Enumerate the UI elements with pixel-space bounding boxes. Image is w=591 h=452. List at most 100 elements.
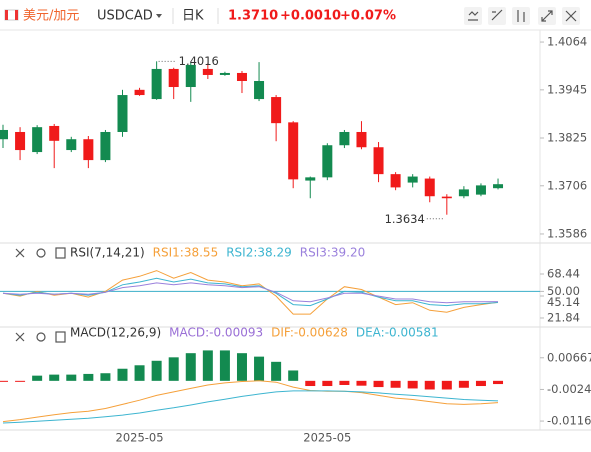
annotation: 1.4016 [179, 54, 219, 68]
histogram-bar [151, 360, 162, 381]
y-tick-label: 1.4064 [547, 35, 587, 49]
y-tick-label: -0.01164 [547, 414, 591, 428]
price: 1.3710 [228, 9, 278, 24]
indicator-line [2, 270, 499, 315]
candle-body [100, 131, 111, 161]
indicator-line [2, 380, 499, 423]
close-icon[interactable] [15, 248, 25, 258]
candle-body [458, 189, 469, 197]
candle-body [15, 131, 26, 151]
histogram-bar [117, 368, 128, 381]
candle-body [236, 72, 247, 81]
histogram-bar [15, 380, 26, 382]
candle-body [117, 95, 128, 132]
pair-name[interactable]: 美元/加元 [23, 9, 79, 24]
candle-body [134, 89, 145, 96]
indicator-line [2, 277, 499, 307]
histogram-bar [49, 374, 60, 381]
histogram-bar [424, 380, 435, 390]
y-tick-label: 50.00 [547, 284, 580, 298]
histogram-bar [356, 380, 367, 386]
candle-body [151, 68, 162, 100]
fullscreen-icon [541, 10, 553, 22]
legend-entry: RSI2:38.29 [226, 246, 292, 260]
candle-body [185, 64, 196, 88]
close-icon [565, 10, 577, 22]
y-tick-label: 45.14 [547, 295, 580, 309]
histogram-bar [305, 380, 316, 387]
settings-icon[interactable] [36, 248, 46, 258]
x-tick-label: 2025-05 [116, 431, 164, 445]
y-tick-label: 21.84 [547, 310, 580, 324]
y-tick-label: 0.00667 [547, 350, 591, 364]
params-icon[interactable] [55, 331, 66, 343]
settings-icon[interactable] [36, 332, 46, 342]
candle-body [356, 131, 367, 148]
histogram-bar [168, 357, 179, 381]
toolbar [464, 7, 580, 25]
y-tick-label: 1.3825 [547, 131, 587, 145]
change-percent: +0.07% [340, 9, 396, 24]
candle-body [219, 72, 230, 75]
indicator-icon [468, 11, 479, 21]
candle-body [288, 122, 299, 180]
histogram-bar [271, 361, 282, 381]
histogram-bar [441, 380, 452, 390]
candle-body [339, 131, 350, 146]
header: 美元/加元 USDCAD 日K 1.3710 +0.0010 +0.07% [4, 7, 580, 25]
y-tick-label: 1.3586 [547, 226, 587, 240]
dropdown-icon[interactable] [156, 14, 162, 18]
draw-button[interactable] [488, 7, 506, 25]
candle-button[interactable] [512, 7, 530, 25]
candle-body [66, 139, 77, 151]
candle-body [168, 68, 179, 88]
candle-body [271, 97, 282, 124]
histogram-bar [134, 365, 145, 381]
params-icon[interactable] [55, 247, 66, 259]
x-tick-label: 2025-05 [303, 431, 351, 445]
draw-icon [491, 9, 503, 21]
histogram-bar [202, 350, 213, 381]
indicator-button[interactable] [464, 7, 482, 25]
histogram-bar [339, 380, 350, 385]
histogram-bar [219, 350, 230, 381]
histogram-bar [100, 373, 111, 381]
candle-body [322, 145, 333, 178]
close-icon[interactable] [15, 332, 25, 342]
candle-body [424, 178, 435, 197]
candle-body [305, 177, 316, 181]
flag-icon [15, 10, 18, 20]
symbol[interactable]: USDCAD [97, 9, 153, 24]
histogram-bar [32, 375, 43, 381]
histogram-bar [66, 374, 77, 381]
histogram-bar [0, 380, 8, 382]
histogram-bar [493, 380, 504, 385]
histogram-bar [236, 353, 247, 381]
candle-body [441, 196, 452, 199]
period[interactable]: 日K [182, 9, 204, 24]
y-tick-label: 68.44 [547, 267, 580, 281]
indicator-title: RSI(7,14,21) [70, 246, 145, 260]
histogram-bar [322, 380, 333, 387]
macd-controls [15, 331, 66, 343]
y-tick-label: 1.3945 [547, 82, 587, 96]
indicator-line [2, 282, 499, 304]
y-tick-label: 1.3706 [547, 178, 587, 192]
candle-body [202, 68, 213, 75]
y-tick-label: -0.00249 [547, 382, 591, 396]
histogram-bar [458, 380, 469, 388]
legend-entry: RSI1:38.55 [153, 246, 219, 260]
candle-body [475, 185, 486, 195]
candle-body [49, 125, 60, 141]
histogram-bar [288, 370, 299, 381]
flag-icon [5, 10, 8, 20]
histogram-bar [254, 356, 265, 381]
candle-body [254, 80, 265, 100]
candle-body [407, 176, 418, 183]
legend-entry: DEA:-0.00581 [356, 326, 439, 340]
legend-entry: DIF:-0.00628 [271, 326, 348, 340]
indicator-title: MACD(12,26,9) [70, 326, 161, 340]
candle-body [493, 184, 504, 189]
